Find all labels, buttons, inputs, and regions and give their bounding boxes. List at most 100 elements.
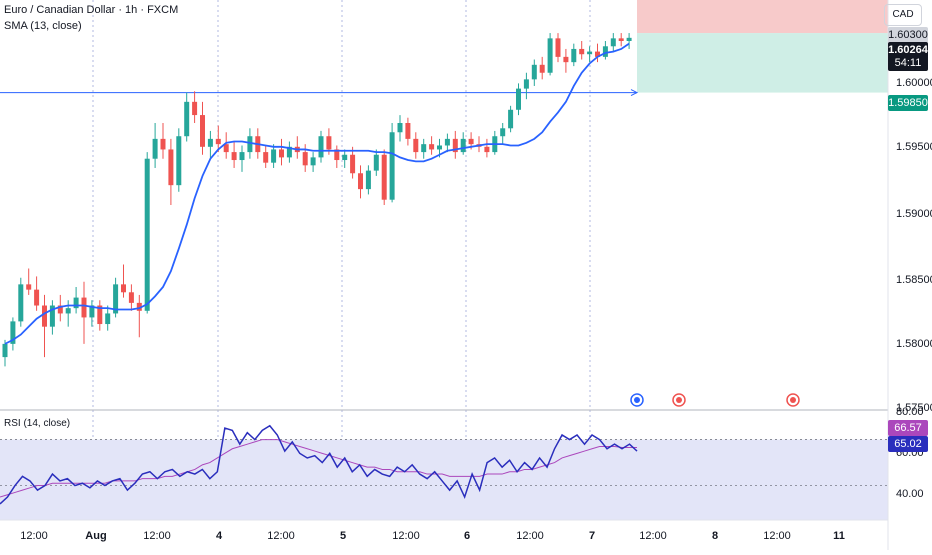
rsi-ma-line	[0, 439, 637, 498]
price-tick: 1.57500	[896, 402, 932, 411]
rsi-line	[0, 424, 638, 505]
candle-body	[152, 138, 158, 159]
candle-body	[602, 46, 608, 57]
candle-body	[160, 138, 166, 150]
candle-body	[484, 146, 490, 153]
candle-body	[49, 305, 55, 327]
candle-body	[413, 138, 419, 153]
candle-body	[563, 56, 569, 63]
candle-body	[207, 138, 213, 147]
symbol-title[interactable]: Euro / Canadian Dollar · 1h · FXCM	[4, 4, 179, 16]
candle-body	[595, 51, 600, 57]
candle-body	[231, 152, 237, 161]
candle-body	[239, 152, 245, 161]
candle-body	[97, 305, 103, 325]
candle-body	[2, 343, 8, 358]
candle-body	[26, 284, 32, 290]
candle-body	[460, 138, 466, 153]
price-tick: 1.58000	[896, 338, 932, 350]
time-tick: 12:00	[516, 530, 544, 542]
candle-body	[192, 101, 198, 116]
candle-body	[429, 144, 435, 150]
candle-body	[381, 154, 387, 200]
candle-body	[65, 308, 71, 314]
candle-body	[18, 284, 24, 322]
sma-legend[interactable]: SMA (13, close)	[4, 20, 82, 32]
time-tick: 5	[339, 530, 347, 542]
position-tool[interactable]	[0, 0, 888, 97]
candle-body	[626, 37, 632, 41]
candle-body	[350, 154, 356, 174]
candle-body	[437, 145, 442, 150]
economic-event-dot	[676, 397, 682, 403]
target-zone	[637, 0, 888, 34]
grid	[92, 0, 591, 520]
entry-price-label[interactable]: 1.59850	[888, 95, 928, 111]
candle-body	[373, 154, 379, 171]
candle-body	[452, 138, 458, 153]
candle-body	[136, 302, 142, 311]
time-tick: 8	[711, 530, 719, 542]
candles	[2, 33, 632, 367]
rsi-tick: 40.00	[896, 488, 924, 500]
candle-body	[523, 79, 529, 89]
rsi-pane	[0, 424, 888, 520]
event-markers[interactable]	[630, 393, 800, 407]
sma-line	[4, 42, 630, 345]
stop-zone	[637, 33, 888, 93]
economic-event-dot	[790, 397, 796, 403]
candle-body	[539, 64, 545, 73]
candle-body	[200, 115, 205, 147]
candle-body	[34, 289, 40, 306]
candle-body	[168, 149, 174, 186]
candle-body	[223, 144, 229, 153]
candle-body	[302, 152, 308, 166]
time-tick: 7	[588, 530, 596, 542]
candle-body	[184, 101, 190, 137]
candle-body	[334, 149, 340, 161]
time-tick: Aug	[85, 530, 107, 542]
time-tick: 12:00	[143, 530, 171, 542]
candle-body	[618, 38, 624, 41]
candle-body	[271, 149, 277, 163]
rsi-band	[0, 439, 888, 520]
time-tick: 12:00	[267, 530, 295, 542]
rsi-value: 65.02	[888, 436, 928, 452]
candle-body	[547, 38, 553, 73]
candle-body	[247, 136, 253, 153]
rsi-legend[interactable]: RSI (14, close)	[4, 418, 71, 429]
candle-body	[105, 313, 111, 325]
candle-body	[89, 305, 95, 318]
candle-body	[405, 123, 411, 139]
entry-arrow	[630, 89, 639, 97]
candle-body	[215, 138, 221, 145]
currency-button[interactable]: CAD	[884, 4, 922, 26]
candle-body	[263, 152, 269, 163]
time-tick: 12:00	[763, 530, 791, 542]
candle-body	[42, 305, 47, 327]
candle-body	[579, 48, 585, 55]
candle-body	[571, 48, 577, 63]
candle-body	[310, 157, 316, 166]
candle-body	[508, 109, 514, 129]
target-price-label[interactable]: 1.60300	[888, 27, 928, 43]
last-price-label[interactable]: 1.60264	[888, 42, 928, 58]
rsi-ma-value: 66.57	[888, 420, 928, 436]
price-tick: 1.59500	[896, 141, 932, 153]
price-tick: 1.60000	[896, 77, 932, 89]
candle-body	[365, 170, 371, 190]
candle-body	[10, 321, 16, 344]
time-tick: 12:00	[639, 530, 667, 542]
time-tick: 11	[833, 530, 845, 542]
candle-body	[144, 158, 150, 311]
bar-countdown: 54:11	[888, 55, 928, 71]
candle-body	[176, 136, 182, 186]
rsi-tick: 80.00	[896, 406, 924, 416]
candle-body	[318, 136, 324, 158]
price-tick: 1.58500	[896, 274, 932, 286]
candle-body	[342, 154, 348, 161]
economic-event-dot	[634, 397, 640, 403]
candle-body	[397, 123, 403, 133]
